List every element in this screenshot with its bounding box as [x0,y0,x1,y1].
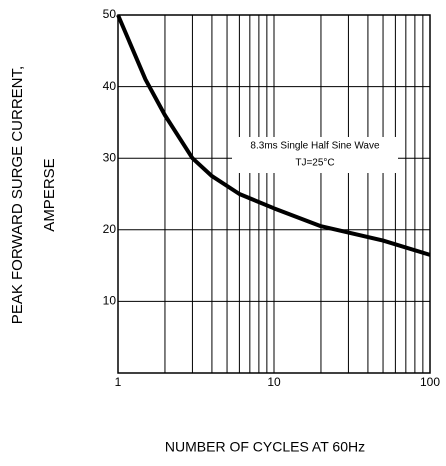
x-tick-label: 10 [267,375,281,389]
x-tick-label: 1 [115,375,122,389]
y-axis-label: PEAK FORWARD SURGE CURRENT, [9,66,26,324]
annotation-box [232,137,398,173]
y-tick-label: 50 [103,7,117,21]
annotation: 8.3ms Single Half Sine Wave [250,141,380,152]
annotation: TJ=25°C [295,158,334,169]
x-axis-label: NUMBER OF CYCLES AT 60Hz [165,439,365,455]
data-line [116,14,431,257]
y-tick-label: 30 [103,150,117,164]
y-axis-label: AMPERSE [41,158,58,231]
x-tick-label: 100 [420,375,440,389]
y-tick-label: 20 [103,222,117,236]
y-tick-label: 10 [103,294,117,308]
plot-frame [117,14,431,374]
y-tick-label: 40 [103,79,117,93]
